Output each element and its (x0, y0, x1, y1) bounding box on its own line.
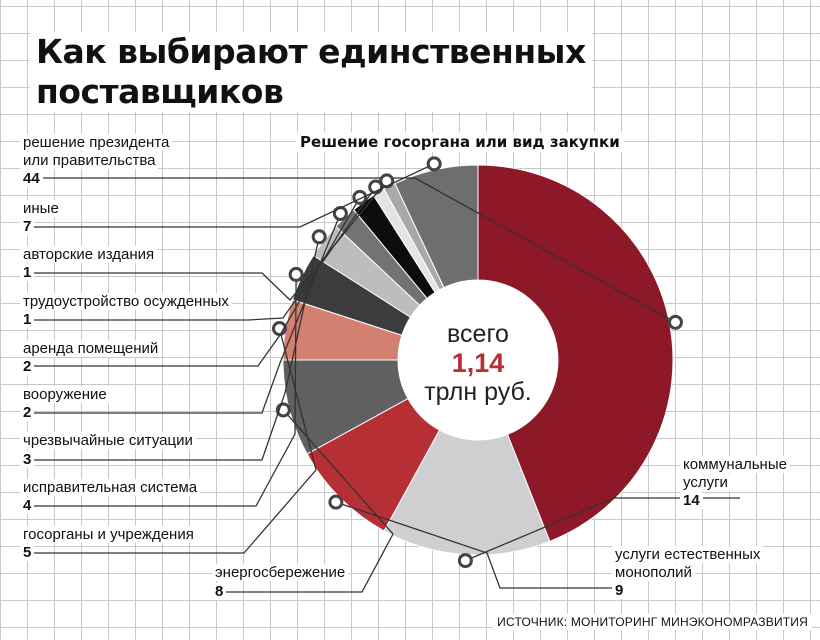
label-other: иные (20, 200, 62, 217)
label-state-bodies: госорганы и учреждения (20, 526, 197, 543)
leader-line-6 (20, 236, 320, 461)
chart-subtitle: Решение госоргана или вид закупки (296, 132, 624, 152)
center-text-unit: трлн руб. (424, 378, 532, 406)
chart-title-line-1: Как выбирают единственных (36, 32, 586, 71)
label-monopolies-line2: монополий (612, 564, 695, 581)
label-premises-rent: аренда помещений (20, 340, 162, 357)
value-emergencies: 3 (20, 451, 35, 468)
value-author-editions: 1 (20, 264, 35, 281)
leader-line-5 (20, 274, 297, 507)
value-energy-saving: 8 (212, 583, 227, 600)
leader-dot-6 (311, 229, 327, 245)
value-monopolies: 9 (612, 582, 627, 599)
label-energy-saving: энергосбережение (212, 564, 349, 581)
label-president-line1: решение президента (20, 134, 173, 151)
leader-dot-2 (328, 494, 344, 510)
value-penal-system: 4 (20, 497, 35, 514)
value-armament: 2 (20, 404, 35, 421)
chart-title: Как выбирают единственных поставщиков (30, 32, 592, 112)
leader-lines (20, 156, 740, 593)
leader-line-4 (20, 328, 317, 554)
leader-line-0 (20, 177, 676, 323)
label-penal-system: исправительная система (20, 479, 201, 496)
value-president: 44 (20, 170, 43, 187)
center-text-line1: всего (447, 320, 509, 348)
leader-dot-0 (667, 314, 683, 330)
donut-hole (398, 280, 558, 440)
chart-title-line-2: поставщиков (36, 72, 284, 111)
leader-line-11 (20, 163, 435, 228)
leader-line-3 (212, 409, 394, 593)
label-author-editions: авторские издания (20, 246, 158, 263)
leader-dot-11 (426, 156, 442, 172)
label-utilities-line1: коммунальные (680, 456, 790, 473)
value-premises-rent: 2 (20, 358, 35, 375)
source-note: ИСТОЧНИК: МОНИТОРИНГ МИНЭКОНОМРАЗВИТИЯ (493, 614, 812, 630)
label-armament: вооружение (20, 386, 110, 403)
center-total-value: 1,14 (452, 348, 505, 378)
label-emergencies: чрезвычайные ситуации (20, 432, 196, 449)
leader-dot-5 (288, 266, 304, 282)
leader-line-7 (20, 213, 342, 414)
value-other: 7 (20, 218, 35, 235)
donut-slices (282, 164, 674, 556)
label-convict-employment: трудоустройство осужденных (20, 293, 232, 310)
label-president-line2: или правительства (20, 152, 159, 169)
label-monopolies-line1: услуги естественных (612, 546, 764, 563)
leader-dot-1 (457, 553, 473, 569)
label-utilities-line2: услуги (680, 474, 731, 491)
leader-dot-10 (379, 173, 395, 189)
value-state-bodies: 5 (20, 544, 35, 561)
value-utilities: 14 (680, 492, 703, 509)
leader-line-2 (335, 501, 612, 589)
leader-line-10 (20, 180, 388, 301)
value-convict-employment: 1 (20, 311, 35, 328)
